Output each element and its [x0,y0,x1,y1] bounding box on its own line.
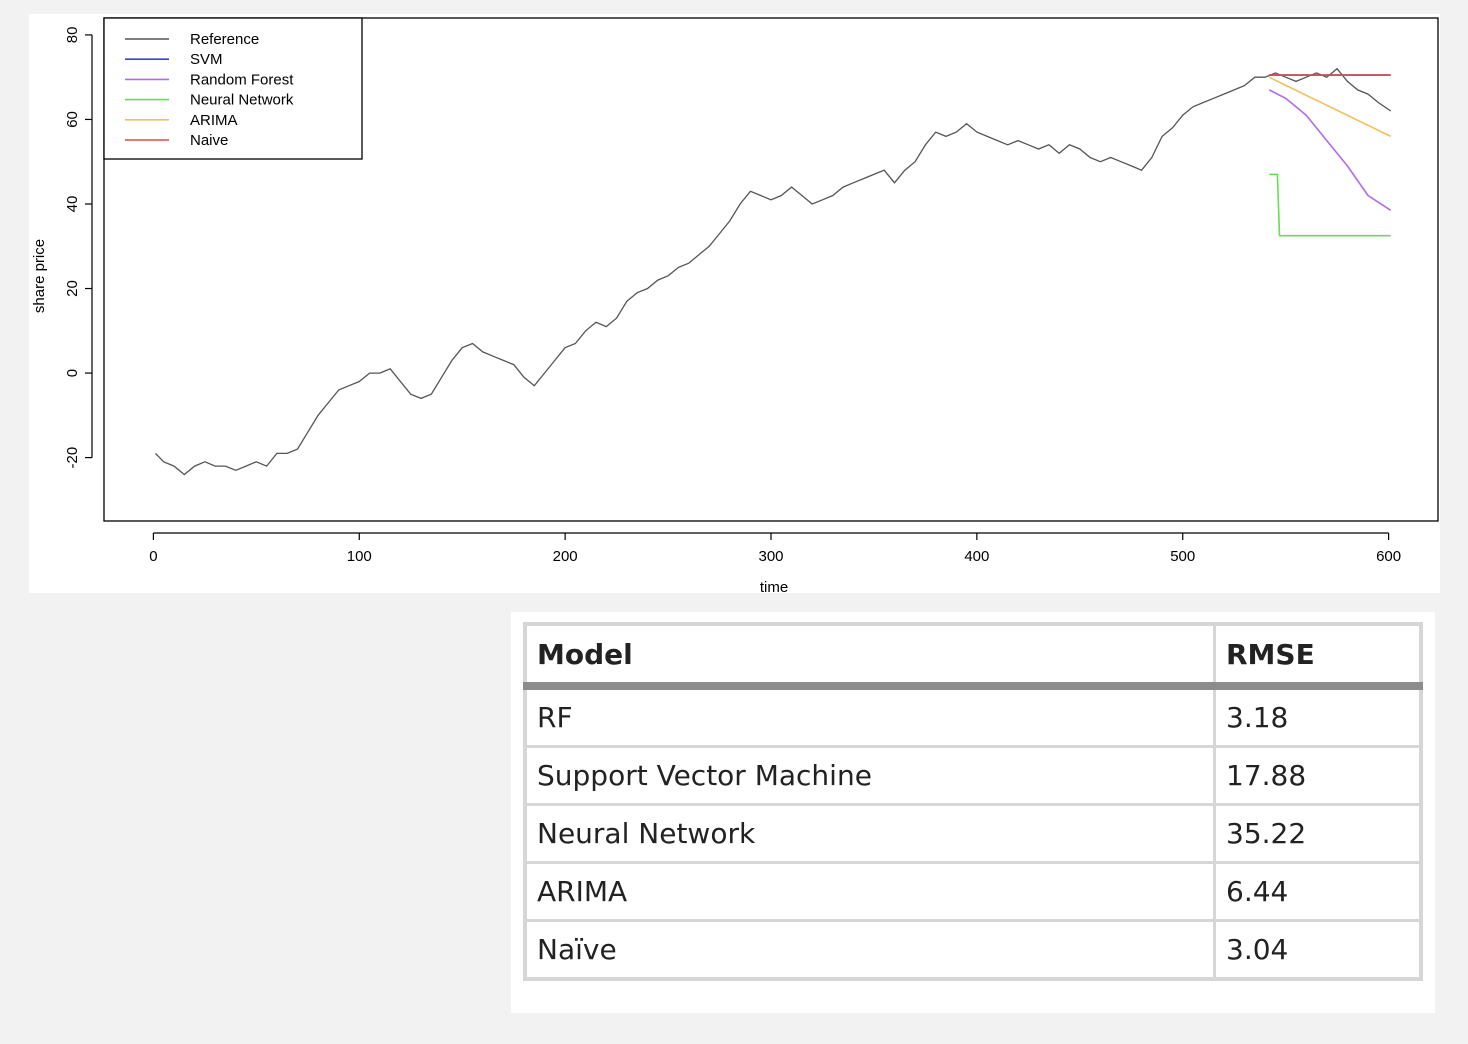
y-tick-label: 0 [64,369,81,377]
legend-box [103,17,363,160]
legend-label: Naive [190,132,228,149]
rmse-cell: 3.18 [1213,684,1423,748]
rmse-cell: 35.22 [1213,803,1423,864]
y-tick-label: 80 [64,27,81,44]
model-cell: RF [523,684,1216,748]
legend: Reference SVM Random Forest Neural Network A… [103,17,363,160]
x-tick-label: 400 [964,548,989,565]
series-line-neural-network [1269,173,1391,237]
table-row: Support Vector Machine 17.88 [523,745,1423,806]
legend-label: Random Forest [190,71,294,88]
header-rmse: RMSE [1213,622,1423,688]
table-panel: Model RMSE RF 3.18 Support Vector Machin… [511,612,1435,1013]
y-tick-label: 40 [64,196,81,213]
series-layer [155,67,1392,476]
model-cell: Support Vector Machine [523,745,1216,806]
table-row: Neural Network 35.22 [523,803,1423,864]
x-tick-label: 500 [1170,548,1195,565]
y-tick-label: -20 [64,447,81,469]
table-row: ARIMA 6.44 [523,861,1423,922]
y-axis: -20 0 20 40 60 80 [64,27,93,469]
x-axis: 0 100 200 300 400 500 600 [149,532,1401,565]
series-line-reference [155,67,1392,476]
table-header-row: Model RMSE [523,622,1423,688]
model-cell: Neural Network [523,803,1216,864]
series-line-arima [1268,76,1392,138]
legend-label: ARIMA [190,112,238,129]
rmse-cell: 17.88 [1213,745,1423,806]
legend-label: Reference [190,31,259,48]
rmse-table: Model RMSE RF 3.18 Support Vector Machin… [523,622,1423,981]
x-tick-label: 600 [1376,548,1401,565]
legend-label: SVM [190,51,223,68]
y-tick-label: 60 [64,111,81,128]
chart-panel: 0 100 200 300 400 500 600 -20 0 20 40 60 80 time sh… [29,14,1440,593]
series-line-random-forest [1268,89,1392,211]
table-row: Naïve 3.04 [523,919,1423,981]
rmse-cell: 3.04 [1213,919,1423,981]
legend-label: Neural Network [190,92,294,109]
x-tick-label: 0 [149,548,157,565]
x-axis-label: time [760,579,788,593]
share-price-chart: 0 100 200 300 400 500 600 -20 0 20 40 60 80 time sh… [31,17,1439,593]
x-tick-label: 300 [758,548,783,565]
x-tick-label: 200 [553,548,578,565]
y-axis-label: share price [31,239,48,313]
x-tick-label: 100 [347,548,372,565]
header-model: Model [523,622,1216,688]
model-cell: ARIMA [523,861,1216,922]
plot-frame [103,17,1439,522]
model-cell: Naïve [523,919,1216,981]
y-tick-label: 20 [64,280,81,297]
table-row: RF 3.18 [523,684,1423,748]
rmse-cell: 6.44 [1213,861,1423,922]
